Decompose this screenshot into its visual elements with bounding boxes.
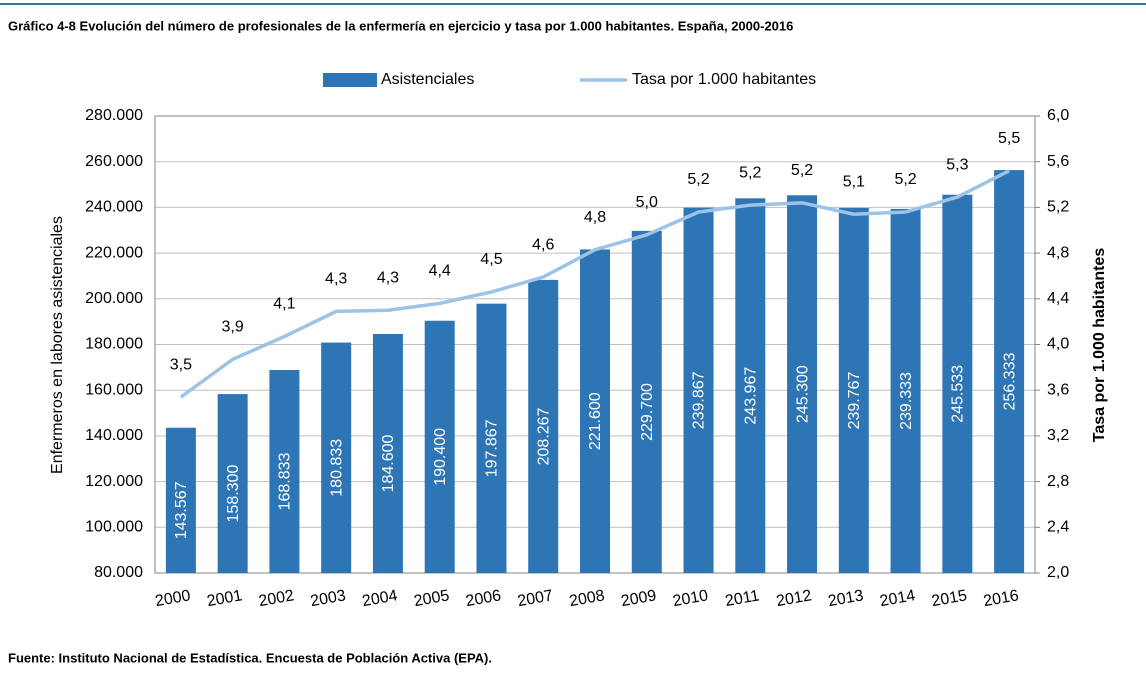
line-value-label: 4,4 xyxy=(429,263,451,280)
x-tick-label: 2003 xyxy=(309,587,347,610)
bar-value-label: 168.833 xyxy=(277,452,294,510)
bar-value-label: 239.767 xyxy=(846,371,863,429)
legend-label: Asistenciales xyxy=(381,71,474,88)
y2-tick-label: 2,4 xyxy=(1047,519,1069,536)
y2-tick-label: 6,0 xyxy=(1047,107,1069,124)
bar xyxy=(838,207,869,573)
bar-value-label: 208.267 xyxy=(535,407,552,465)
y2-tick-label: 4,4 xyxy=(1047,290,1069,307)
x-tick-label: 2010 xyxy=(671,587,709,610)
bar-value-label: 229.700 xyxy=(639,383,656,441)
y2-tick-label: 2,8 xyxy=(1047,473,1069,490)
line-value-label: 5,0 xyxy=(636,194,658,211)
line-value-label: 4,3 xyxy=(325,271,347,288)
y2-tick-label: 4,0 xyxy=(1047,336,1069,353)
x-tick-label: 2007 xyxy=(516,587,554,610)
chart-title: Gráfico 4-8 Evolución del número de prof… xyxy=(8,18,793,33)
bar-value-label: 239.333 xyxy=(898,372,915,430)
bar xyxy=(269,370,300,573)
line-value-label: 5,2 xyxy=(791,162,813,179)
line-value-label: 4,8 xyxy=(584,209,606,226)
y-tick-label: 160.000 xyxy=(85,381,143,398)
line-value-label: 3,5 xyxy=(170,356,192,373)
x-tick-label: 2004 xyxy=(361,587,399,610)
line-value-label: 4,5 xyxy=(480,251,502,268)
bar xyxy=(942,194,973,574)
bar xyxy=(787,195,818,574)
bar-value-label: 158.300 xyxy=(225,465,242,523)
bar xyxy=(424,320,455,573)
y2-tick-label: 5,2 xyxy=(1047,199,1069,216)
x-tick-label: 2014 xyxy=(879,587,917,610)
y2-tick-label: 4,8 xyxy=(1047,244,1069,261)
x-tick-label: 2016 xyxy=(982,587,1020,610)
x-tick-label: 2015 xyxy=(930,587,968,610)
y-tick-label: 100.000 xyxy=(85,519,143,536)
line-value-label: 4,1 xyxy=(273,296,295,313)
y2-tick-label: 2,0 xyxy=(1047,564,1069,581)
y2-tick-label: 5,6 xyxy=(1047,153,1069,170)
y-tick-label: 180.000 xyxy=(85,336,143,353)
bar-value-label: 245.533 xyxy=(950,365,967,423)
bar xyxy=(683,207,714,573)
bar-value-label: 197.867 xyxy=(484,419,501,477)
bar-value-label: 243.967 xyxy=(743,367,760,425)
line-value-label: 5,2 xyxy=(739,164,761,181)
bar-value-label: 256.333 xyxy=(1001,353,1018,411)
line-value-label: 5,3 xyxy=(946,156,968,173)
y-tick-label: 200.000 xyxy=(85,290,143,307)
x-tick-label: 2002 xyxy=(257,587,295,610)
x-tick-label: 2009 xyxy=(620,587,658,610)
bar xyxy=(528,279,559,573)
x-tick-label: 2006 xyxy=(464,587,502,610)
source-note: Fuente: Instituto Nacional de Estadístic… xyxy=(8,650,492,665)
line-value-label: 5,2 xyxy=(687,171,709,188)
y2-axis-title: Tasa por 1.000 habitantes xyxy=(1091,248,1108,443)
y-tick-label: 220.000 xyxy=(85,244,143,261)
y-tick-label: 140.000 xyxy=(85,427,143,444)
bar xyxy=(321,342,352,573)
bar xyxy=(994,170,1025,573)
x-tick-label: 2005 xyxy=(413,587,451,610)
bar-value-label: 184.600 xyxy=(380,434,397,492)
bar xyxy=(890,208,921,574)
y-tick-label: 260.000 xyxy=(85,153,143,170)
x-tick-label: 2008 xyxy=(568,587,606,610)
bar xyxy=(631,230,662,574)
line-value-label: 3,9 xyxy=(222,319,244,336)
x-tick-label: 2012 xyxy=(775,587,813,610)
bar-value-label: 239.867 xyxy=(691,371,708,429)
x-tick-label: 2011 xyxy=(724,587,761,610)
line xyxy=(179,169,1010,399)
y-axis-title: Enfermeros en labores asistenciales xyxy=(49,216,66,474)
legend-swatch xyxy=(323,73,377,87)
bar-value-label: 180.833 xyxy=(328,439,345,497)
bar xyxy=(476,303,507,573)
line-value-label: 4,6 xyxy=(532,236,554,253)
x-tick-label: 2001 xyxy=(206,587,244,610)
y-tick-label: 240.000 xyxy=(85,199,143,216)
bar xyxy=(217,394,248,573)
bar-value-label: 221.600 xyxy=(587,392,604,450)
line-value-label: 4,3 xyxy=(377,269,399,286)
y-tick-label: 280.000 xyxy=(85,107,143,124)
y2-tick-label: 3,2 xyxy=(1047,427,1069,444)
line-value-label: 5,2 xyxy=(894,171,916,188)
x-tick-label: 2013 xyxy=(827,587,865,610)
line-value-label: 5,1 xyxy=(843,173,865,190)
bar xyxy=(165,427,196,573)
legend-label: Tasa por 1.000 habitantes xyxy=(632,71,816,88)
bar-value-label: 245.300 xyxy=(794,365,811,423)
bar-value-label: 190.400 xyxy=(432,428,449,486)
y2-tick-label: 3,6 xyxy=(1047,381,1069,398)
bar xyxy=(372,333,403,573)
bar xyxy=(580,249,610,573)
bar xyxy=(735,198,766,574)
line-value-label: 5,5 xyxy=(998,130,1020,147)
x-tick-label: 2000 xyxy=(154,587,192,610)
y-tick-label: 80.000 xyxy=(94,564,143,581)
bar-value-label: 143.567 xyxy=(173,481,190,539)
y-tick-label: 120.000 xyxy=(85,473,143,490)
